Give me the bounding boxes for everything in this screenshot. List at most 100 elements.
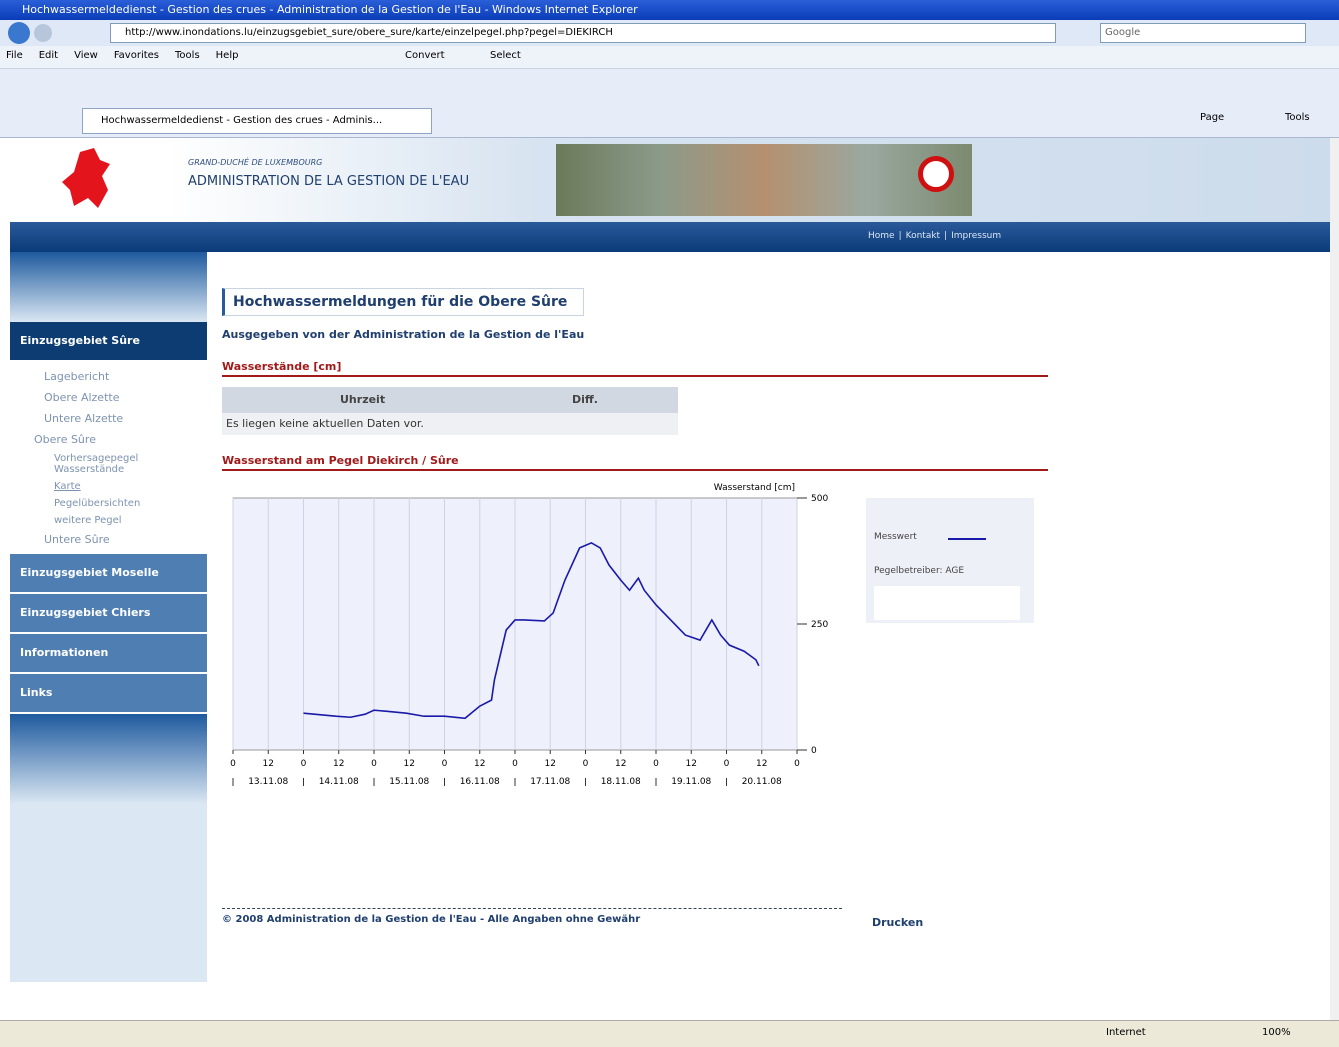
nav-subitem[interactable]: Pegelübersichten <box>10 495 207 512</box>
table-header-cell: Uhrzeit <box>340 393 385 406</box>
convert-button[interactable]: Convert <box>405 50 445 61</box>
lion-logo <box>60 146 120 212</box>
browser-window: {"browser":{"title":"Hochwassermeldedien… <box>0 0 1339 1046</box>
nav-section[interactable]: Links <box>10 674 207 714</box>
table-header-cell: Diff. <box>572 393 598 406</box>
y-tick-label: 250 <box>811 620 828 630</box>
x-tick-label: 12 <box>333 759 344 769</box>
header-link[interactable]: Impressum <box>951 231 1001 241</box>
x-tick-label: 12 <box>474 759 485 769</box>
top-bar: Home | Kontakt | Impressum <box>10 222 1330 252</box>
menu-item[interactable]: Tools <box>175 50 200 61</box>
title-bar: Hochwassermeldedienst - Gestion des crue… <box>0 0 1339 20</box>
menu-item[interactable]: Favorites <box>114 50 159 61</box>
country: GRAND-DUCHÉ DE LUXEMBOURG <box>188 158 322 167</box>
x-tick-label: 0 <box>794 759 800 769</box>
separator: | <box>944 231 947 241</box>
y-axis-label: Wasserstand [cm] <box>714 483 795 493</box>
nav-graphic-bottom <box>10 714 207 804</box>
search-field[interactable]: Google <box>1100 23 1306 43</box>
menu-bar: File Edit View Favorites Tools Help Convert S… <box>0 46 1339 69</box>
header-link[interactable]: Home <box>868 231 895 241</box>
status-bar: Internet 100% <box>0 1020 1339 1047</box>
web-page: GRAND-DUCHÉ DE LUXEMBOURG ADMINISTRATION… <box>10 138 1330 1020</box>
section-heading: Wasserstände [cm] <box>222 360 1048 377</box>
x-tick-label: 0 <box>301 759 307 769</box>
menu-item[interactable]: Help <box>216 50 239 61</box>
nav-section[interactable]: Einzugsgebiet Moselle <box>10 554 207 594</box>
window-title: Hochwassermeldedienst - Gestion des crue… <box>0 3 638 16</box>
menu-item[interactable]: View <box>74 50 98 61</box>
tab-bar: Hochwassermeldedienst - Gestion des crue… <box>0 100 1339 138</box>
nav-subitem[interactable]: Vorhersagepegel Wasserstände <box>10 450 207 478</box>
forward-button[interactable] <box>34 24 52 42</box>
agency: ADMINISTRATION DE LA GESTION DE L'EAU <box>188 174 469 189</box>
day-label: 17.11.08 <box>530 777 570 787</box>
chart: Wasserstand [cm] 0 12 0 12 0 12 0 12 0 12 0 12 0 12 0 1… <box>215 478 835 798</box>
legend-label: Messwert <box>874 532 917 542</box>
x-tick-label: 0 <box>371 759 377 769</box>
operator: Pegelbetreiber: AGE <box>874 566 964 576</box>
tools-menu[interactable]: Tools <box>1285 112 1310 123</box>
menu-item[interactable]: Edit <box>39 50 58 61</box>
day-label: 14.11.08 <box>319 777 359 787</box>
y-tick-label: 500 <box>811 494 828 504</box>
day-label: 19.11.08 <box>671 777 711 787</box>
nav-item[interactable]: Obere Alzette <box>10 387 207 408</box>
nav-section[interactable]: Informationen <box>10 634 207 674</box>
page-menu[interactable]: Page <box>1200 112 1224 123</box>
x-tick-label: 0 <box>512 759 518 769</box>
nav-item[interactable]: Untere Sûre <box>10 529 207 550</box>
url-field[interactable]: http://www.inondations.lu/einzugsgebiet_… <box>110 23 1056 43</box>
nav-item[interactable]: Obere Sûre <box>10 429 207 450</box>
x-tick-label: 12 <box>686 759 697 769</box>
table-message: Es liegen keine aktuellen Daten vor. <box>222 413 678 434</box>
content-title: Hochwassermeldungen für die Obere Sûre <box>222 288 584 316</box>
content-subtitle: Ausgegeben von der Administration de la … <box>222 328 584 341</box>
x-tick-label: 0 <box>583 759 589 769</box>
nav-item[interactable]: Untere Alzette <box>10 408 207 429</box>
x-tick-label: 0 <box>653 759 659 769</box>
x-tick-label: 12 <box>263 759 274 769</box>
table-header: Uhrzeit Diff. <box>222 387 678 413</box>
nav-graphic <box>10 252 207 322</box>
zone: Internet <box>1106 1027 1146 1038</box>
toolbar-spacer <box>0 69 1339 100</box>
section-heading: Wasserstand am Pegel Diekirch / Sûre <box>222 454 1048 471</box>
day-label: 18.11.08 <box>601 777 641 787</box>
x-tick-label: 12 <box>756 759 767 769</box>
print-link[interactable]: Drucken <box>872 916 923 929</box>
zoom[interactable]: 100% <box>1262 1027 1291 1038</box>
scrollbar[interactable] <box>1330 138 1339 1020</box>
x-tick-label: 0 <box>724 759 730 769</box>
menu-item[interactable]: File <box>6 50 23 61</box>
operator-logo <box>874 586 1020 620</box>
header-links: Home | Kontakt | Impressum <box>868 231 1001 241</box>
nav-subitem[interactable]: Karte <box>10 478 207 495</box>
nav-item[interactable]: Lagebericht <box>10 366 207 387</box>
nav-section[interactable]: Einzugsgebiet Sûre <box>10 322 207 362</box>
x-tick-label: 12 <box>615 759 626 769</box>
nav-subitem[interactable]: weitere Pegel <box>10 512 207 529</box>
x-tick-label: 0 <box>230 759 236 769</box>
data-table: Uhrzeit Diff. Es liegen keine aktuellen … <box>222 387 678 435</box>
legend-swatch <box>948 538 986 540</box>
photo-strip <box>556 144 972 216</box>
x-tick-label: 12 <box>545 759 556 769</box>
header-link[interactable]: Kontakt <box>906 231 940 241</box>
day-label: 15.11.08 <box>389 777 429 787</box>
select-button[interactable]: Select <box>490 50 521 61</box>
day-label: 20.11.08 <box>742 777 782 787</box>
address-bar: http://www.inondations.lu/einzugsgebiet_… <box>0 20 1339 46</box>
legend: Messwert Pegelbetreiber: AGE <box>866 498 1034 623</box>
separator: | <box>899 231 902 241</box>
nav-section[interactable]: Einzugsgebiet Chiers <box>10 594 207 634</box>
tab[interactable]: Hochwassermeldedienst - Gestion des crue… <box>82 108 432 134</box>
y-tick-label: 0 <box>811 746 817 756</box>
menu-items: File Edit View Favorites Tools Help <box>6 50 254 61</box>
header: GRAND-DUCHÉ DE LUXEMBOURG ADMINISTRATION… <box>10 138 1330 222</box>
footer: © 2008 Administration de la Gestion de l… <box>222 914 640 925</box>
back-button[interactable] <box>8 22 30 44</box>
